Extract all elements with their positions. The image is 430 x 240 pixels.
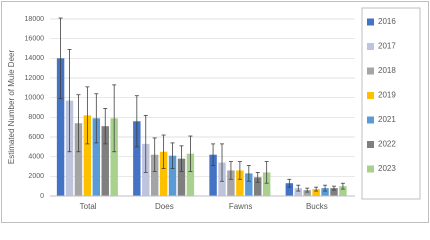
error-bar	[67, 49, 72, 153]
legend-swatch	[367, 18, 374, 26]
error-bar	[246, 165, 251, 182]
error-bar	[170, 142, 175, 169]
y-tick-label: 4000	[28, 154, 44, 161]
error-bar	[264, 161, 269, 184]
bar	[254, 177, 262, 196]
bar	[330, 188, 338, 196]
error-bar	[179, 145, 184, 172]
error-bar	[228, 161, 233, 180]
bar	[150, 154, 159, 196]
error-bar	[211, 143, 216, 166]
legend-label: 2017	[378, 42, 396, 51]
legend-swatch	[367, 43, 374, 50]
legend-swatch	[367, 165, 374, 173]
error-bar	[152, 137, 157, 172]
bar	[101, 126, 109, 196]
legend-label: 2022	[378, 140, 396, 149]
bar	[56, 58, 65, 197]
error-bar	[58, 17, 63, 100]
legend-label: 2021	[378, 115, 396, 124]
legend-swatch	[367, 141, 374, 148]
bar	[303, 190, 311, 196]
bar	[74, 123, 83, 196]
y-tick-label: 18000	[25, 16, 45, 23]
y-tick-label: 6000	[28, 134, 44, 141]
error-bar	[76, 94, 81, 153]
error-bar	[287, 178, 292, 188]
bar	[92, 118, 101, 196]
y-tick-label: 16000	[25, 36, 45, 43]
error-bar	[134, 95, 139, 148]
bar	[262, 172, 271, 196]
x-tick-label: Does	[155, 202, 174, 211]
legend-label: 2018	[378, 66, 396, 75]
y-tick-label: 8000	[28, 114, 44, 121]
bar	[177, 158, 186, 196]
chart: Estimated Number of Mule Deer 0 2000 4000 6…	[1, 1, 429, 223]
y-tick-label: 10000	[25, 95, 45, 102]
error-bar	[143, 114, 148, 173]
bar	[339, 186, 347, 196]
error-bar	[314, 186, 319, 192]
error-bar	[305, 187, 310, 193]
y-tick-label: 0	[40, 193, 44, 200]
bar	[186, 153, 195, 196]
x-tick-label: Bucks	[306, 202, 328, 211]
error-bar	[103, 108, 108, 145]
bar	[159, 151, 168, 196]
bar	[321, 188, 329, 196]
legend-swatch	[367, 116, 374, 124]
error-bar	[161, 134, 166, 169]
bar	[312, 189, 320, 196]
error-bar	[296, 184, 301, 192]
error-bar	[331, 185, 336, 191]
bar	[227, 170, 235, 196]
y-tick-label: 14000	[25, 55, 45, 62]
x-tick-label: Fawns	[229, 202, 253, 211]
bar	[83, 115, 92, 196]
error-bar	[237, 161, 242, 180]
error-bar	[188, 135, 193, 172]
legend-swatch	[367, 92, 374, 99]
bar	[110, 118, 118, 196]
error-bar	[94, 93, 99, 144]
legend-label: 2023	[378, 164, 396, 173]
error-bar	[255, 171, 260, 183]
bar	[245, 173, 253, 196]
x-tick-label: Total	[80, 202, 97, 211]
legend-label: 2016	[378, 17, 396, 26]
error-bar	[340, 182, 345, 190]
legend-swatch	[367, 67, 374, 75]
error-bar	[112, 84, 117, 153]
error-bar	[220, 143, 225, 182]
y-tick-label: 12000	[25, 75, 45, 82]
bar	[236, 170, 244, 196]
legend-label: 2019	[378, 91, 396, 100]
error-bar	[85, 86, 90, 145]
bar	[168, 155, 177, 196]
bar	[294, 188, 302, 196]
bar	[209, 154, 217, 196]
bar	[133, 121, 141, 196]
y-tick-label: 2000	[28, 173, 44, 180]
bar	[285, 183, 294, 196]
error-bar	[323, 184, 328, 192]
y-axis-title: Estimated Number of Mule Deer	[7, 50, 16, 165]
